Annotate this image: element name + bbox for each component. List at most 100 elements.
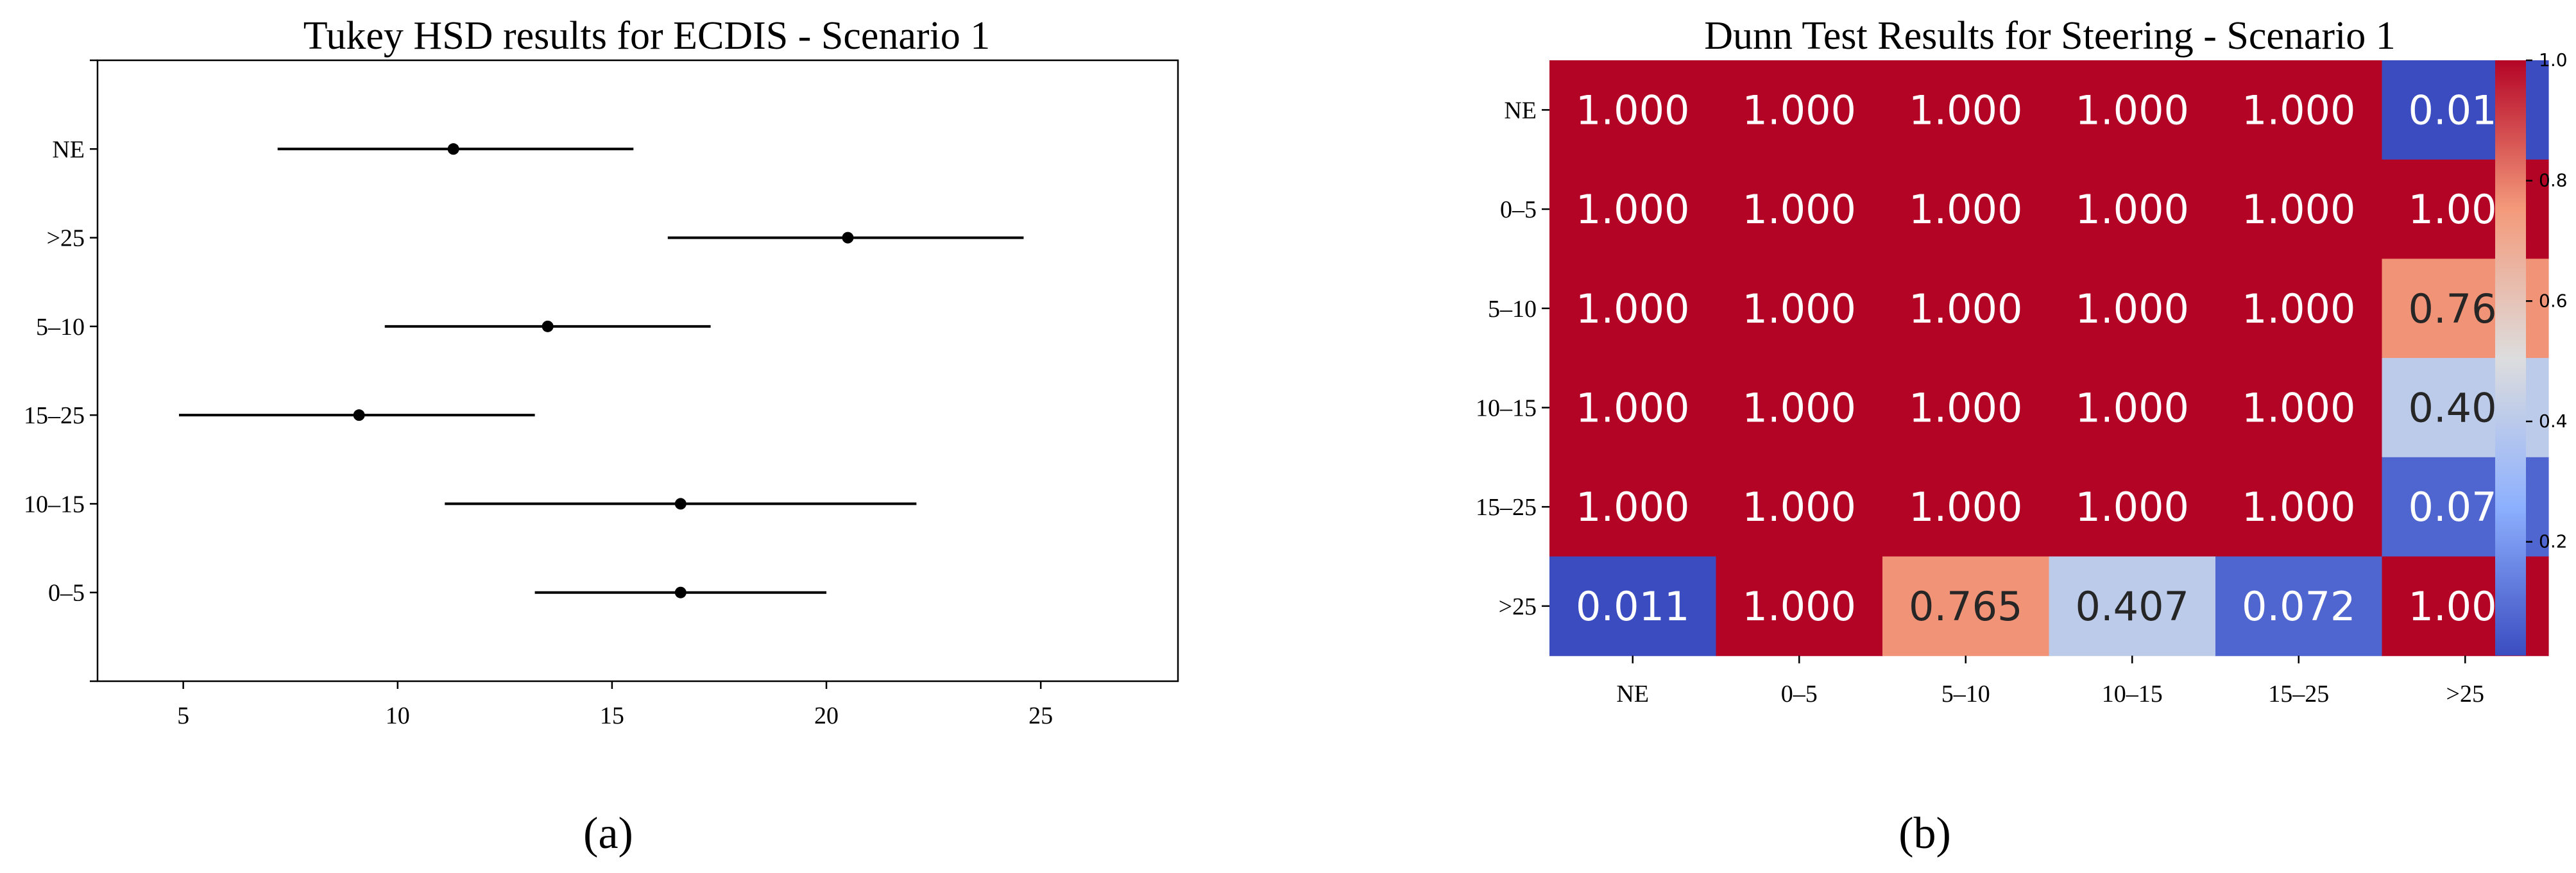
heatmap-cell xyxy=(2049,556,2216,656)
heatmap-column-labels: NE 0–5 5–10 10–15 15–25 >25 xyxy=(1616,656,2484,708)
mean-point xyxy=(447,143,459,155)
colorbar-tick-label: 0.6 xyxy=(2539,290,2568,311)
heatmap-cell-value: 1.000 xyxy=(1576,87,1690,133)
mean-point xyxy=(842,232,854,244)
heatmap-cell-value: 1.000 xyxy=(1743,186,1857,233)
mean-point xyxy=(674,498,687,510)
heatmap-cell xyxy=(1716,259,1883,359)
heatmap-cell-value: 0.011 xyxy=(1576,583,1690,630)
heatmap-cell-value: 1.000 xyxy=(1909,285,2023,332)
heatmap-cell xyxy=(1882,259,2050,359)
heatmap-cell-value: 1.000 xyxy=(1909,484,2023,530)
colorbar-tick-label: 0.4 xyxy=(2539,411,2568,432)
heatmap-cell xyxy=(1549,159,1717,259)
heatmap-cell-value: 1.000 xyxy=(1743,484,1857,530)
dunn-heatmap-panel: Dunn Test Results for Steering - Scenari… xyxy=(1476,14,2568,858)
heatmap-cell-value: 1.000 xyxy=(2076,87,2190,133)
heatmap-cell-value: 0.072 xyxy=(2242,583,2356,630)
heatmap-cell-value: 1.000 xyxy=(2242,285,2356,332)
row-label: >25 xyxy=(1499,593,1537,620)
colorbar-tick-label: 0.8 xyxy=(2539,170,2568,191)
heatmap-row-labels: NE 0–5 5–10 10–15 15–25 >25 xyxy=(1476,97,1549,620)
x-tick-label: 25 xyxy=(1028,702,1053,729)
heatmap-cell xyxy=(2215,358,2383,458)
heatmap-cell xyxy=(2049,358,2216,458)
heatmap-cell xyxy=(1716,159,1883,259)
heatmap-cell xyxy=(1882,60,2050,160)
x-tick-label: 5 xyxy=(177,702,189,729)
heatmap-cell xyxy=(1882,556,2050,656)
mean-point xyxy=(542,320,554,332)
colorbar xyxy=(2495,60,2526,656)
heatmap-cell-value: 1.000 xyxy=(1743,583,1857,630)
heatmap-cell xyxy=(2049,259,2216,359)
heatmap-cells: 1.000 1.000 1.000 1.000 1.000 0.011 1.000 1.000… xyxy=(1549,60,2549,656)
heatmap-cell-value: 0.765 xyxy=(1909,583,2023,630)
x-tick-label: 10 xyxy=(386,702,410,729)
heatmap-cell-value: 1.000 xyxy=(1909,384,2023,431)
heatmap-cell xyxy=(1716,457,1883,557)
heatmap-cell-value: 1.000 xyxy=(1909,87,2023,133)
column-label: NE xyxy=(1616,681,1649,708)
row-label: 5–10 xyxy=(1488,296,1537,323)
column-label: 0–5 xyxy=(1781,681,1818,708)
y-tick-label: >25 xyxy=(47,225,85,252)
column-label: 5–10 xyxy=(1941,681,1990,708)
colorbar-tick-label: 1.0 xyxy=(2539,49,2568,71)
panel-label-b: (b) xyxy=(1898,809,1951,858)
colorbar-ticks: 0.2 0.4 0.6 0.8 1.0 xyxy=(2526,49,2568,552)
heatmap-cell xyxy=(1716,358,1883,458)
heatmap-cell xyxy=(2215,556,2383,656)
heatmap-cell xyxy=(2215,60,2383,160)
y-tick-label: 10–15 xyxy=(24,491,85,518)
tukey-x-axis: 5 10 15 20 25 xyxy=(177,681,1053,729)
heatmap-cell xyxy=(2049,60,2216,160)
heatmap-cell-value: 1.000 xyxy=(1743,87,1857,133)
x-tick-label: 15 xyxy=(600,702,624,729)
heatmap-cell xyxy=(1549,556,1717,656)
heatmap-cell xyxy=(2215,457,2383,557)
heatmap-cell xyxy=(1882,159,2050,259)
heatmap-cell-value: 1.000 xyxy=(1909,186,2023,233)
heatmap-cell xyxy=(1882,358,2050,458)
heatmap-cell-value: 1.000 xyxy=(1743,384,1857,431)
column-label: 10–15 xyxy=(2102,681,2163,708)
heatmap-cell-value: 1.000 xyxy=(1576,186,1690,233)
heatmap-cell xyxy=(1882,457,2050,557)
row-label: NE xyxy=(1504,97,1537,124)
heatmap-cell xyxy=(1716,60,1883,160)
heatmap-cell xyxy=(1549,259,1717,359)
heatmap-cell-value: 1.000 xyxy=(2076,484,2190,530)
heatmap-cell-value: 0.407 xyxy=(2076,583,2190,630)
y-tick-label: NE xyxy=(52,136,85,163)
heatmap-cell xyxy=(1549,358,1717,458)
tukey-plot-frame xyxy=(96,59,1179,682)
heatmap-cell-value: 1.000 xyxy=(2242,87,2356,133)
heatmap-cell-value: 1.000 xyxy=(1576,285,1690,332)
heatmap-cell xyxy=(2049,457,2216,557)
tukey-chart-title: Tukey HSD results for ECDIS - Scenario 1 xyxy=(303,14,991,58)
dunn-chart-title: Dunn Test Results for Steering - Scenari… xyxy=(1704,14,2396,58)
y-tick-label: 5–10 xyxy=(36,314,85,341)
tukey-hsd-panel: Tukey HSD results for ECDIS - Scenario 1… xyxy=(24,14,1179,858)
y-tick-label: 15–25 xyxy=(24,402,85,429)
colorbar-tick-label: 0.2 xyxy=(2539,531,2568,552)
column-label: >25 xyxy=(2446,681,2484,708)
tukey-y-axis: NE >25 5–10 15–25 10–15 0–5 xyxy=(24,59,98,682)
heatmap-cell-value: 1.000 xyxy=(2076,186,2190,233)
heatmap-cell xyxy=(1716,556,1883,656)
heatmap-cell xyxy=(1549,457,1717,557)
heatmap-cell-value: 1.000 xyxy=(2076,384,2190,431)
heatmap-cell-value: 1.000 xyxy=(2242,384,2356,431)
row-label: 15–25 xyxy=(1476,494,1537,521)
panel-label-a: (a) xyxy=(583,809,633,858)
heatmap-cell-value: 1.000 xyxy=(2076,285,2190,332)
y-tick-label: 0–5 xyxy=(48,580,85,607)
heatmap-cell-value: 1.000 xyxy=(2242,186,2356,233)
row-label: 10–15 xyxy=(1476,394,1537,421)
mean-point xyxy=(353,409,365,421)
heatmap-cell-value: 1.000 xyxy=(1743,285,1857,332)
heatmap-cell xyxy=(2215,259,2383,359)
column-label: 15–25 xyxy=(2268,681,2329,708)
